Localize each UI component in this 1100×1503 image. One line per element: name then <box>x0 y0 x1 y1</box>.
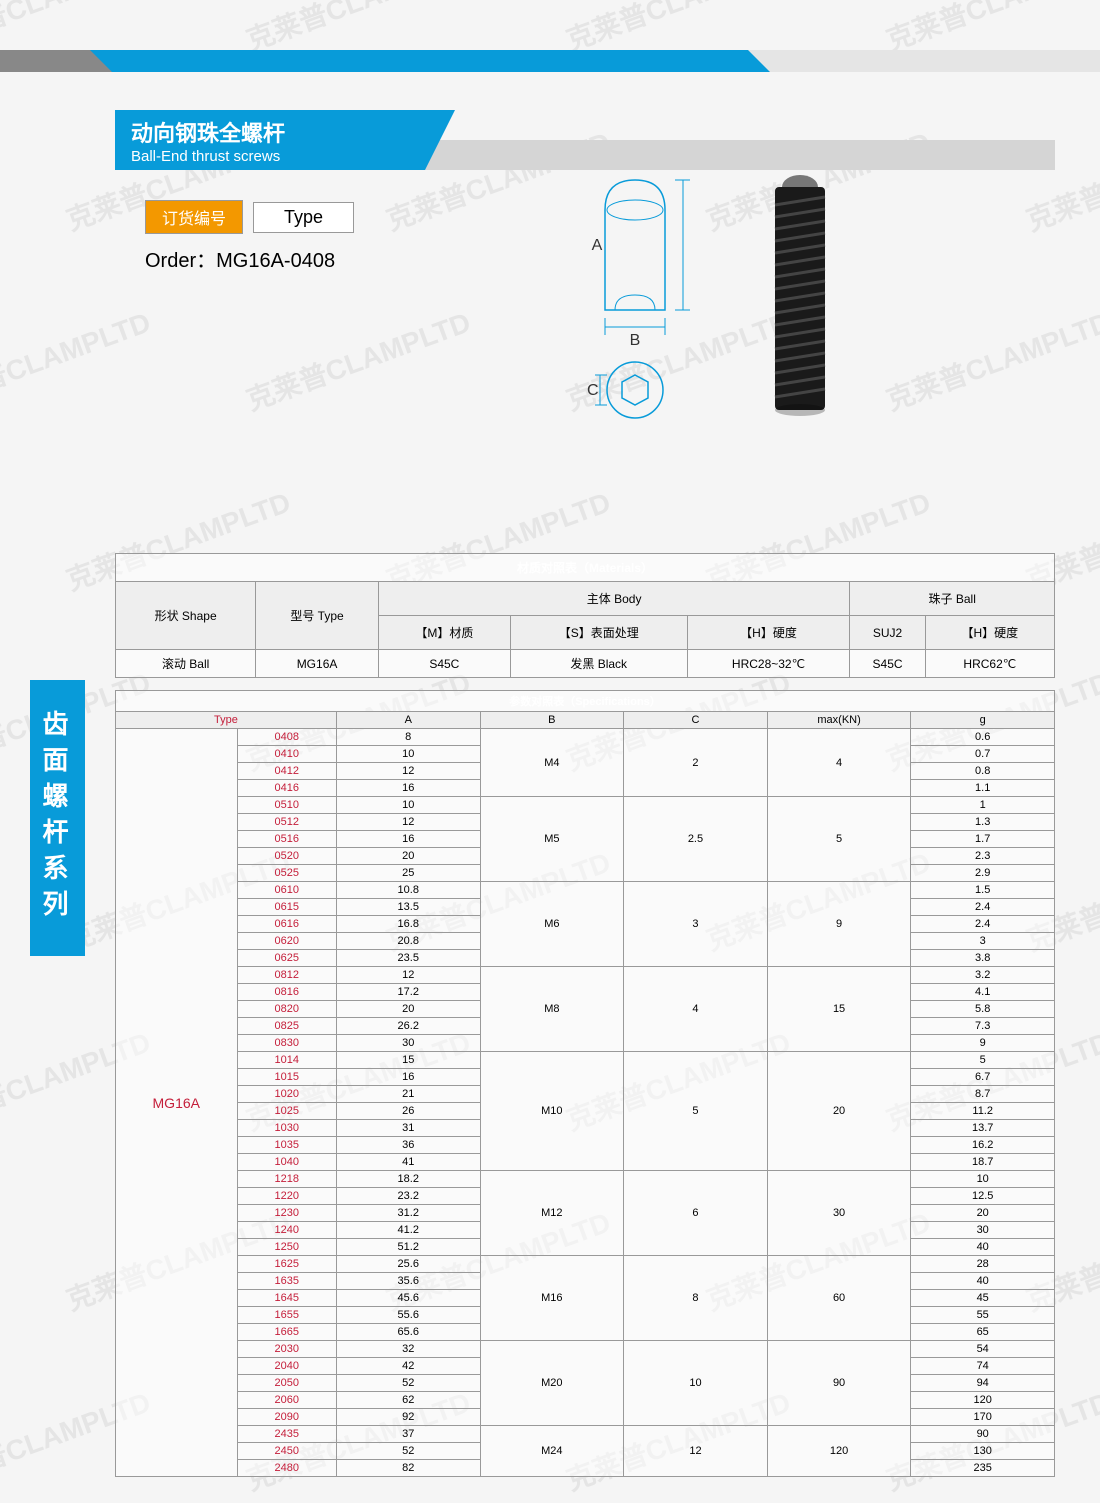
order-badge: 订货编号 <box>145 200 243 234</box>
svg-text:A: A <box>592 237 603 254</box>
technical-diagram: B A C <box>535 170 955 420</box>
title-english: Ball-End thrust screws <box>131 148 409 165</box>
svg-text:B: B <box>630 332 641 349</box>
svg-text:C: C <box>587 382 599 399</box>
title-chinese: 动向钢珠全螺杆 <box>131 116 409 148</box>
title-banner: 动向钢珠全螺杆 Ball-End thrust screws <box>115 110 1055 170</box>
top-bar <box>0 50 1100 72</box>
spec-table: 参数对照表（Specifications） Type ABC max(KN)g … <box>115 690 1055 1477</box>
side-category-label: 齿面螺杆系列 <box>30 680 85 956</box>
materials-table: 材质对照表（Materials） 形状 Shape 型号 Type 主体 Bod… <box>115 553 1055 678</box>
type-box: Type <box>253 202 354 233</box>
